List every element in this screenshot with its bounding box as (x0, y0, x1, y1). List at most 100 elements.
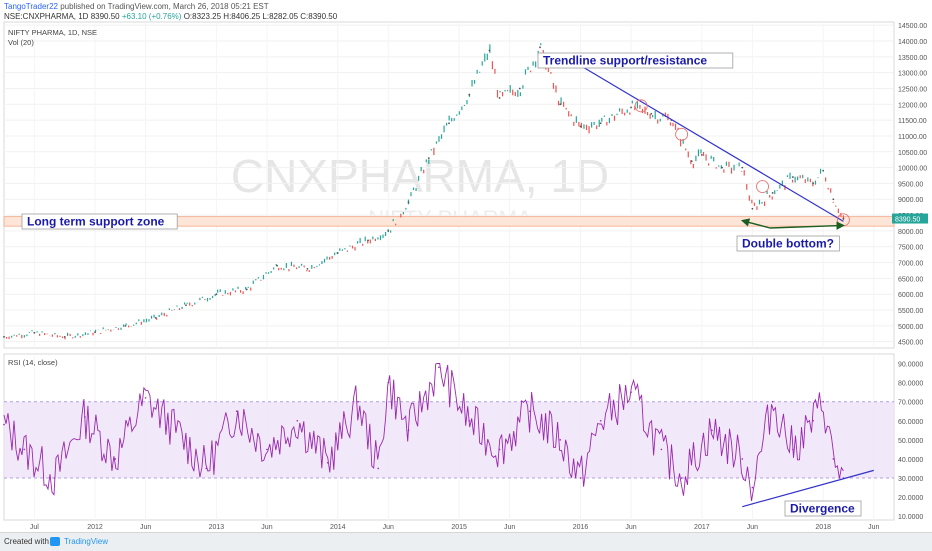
price-point (245, 288, 248, 291)
x-tick-label: Jun (868, 524, 879, 531)
support-annotation-label: Long term support zone (27, 215, 165, 229)
rsi-point (498, 448, 501, 451)
touch-circle (675, 127, 689, 141)
price-point (124, 324, 127, 327)
rsi-line (3, 363, 844, 501)
price-tick-label: 4500.00 (898, 340, 923, 347)
rsi-label: RSI (14, close) (8, 358, 58, 367)
rsi-point (205, 467, 208, 470)
rsi-point (822, 400, 825, 403)
volume-label: Vol (20) (8, 38, 34, 47)
price-tick-label: 12000.00 (898, 102, 927, 109)
price-tick-label: 6500.00 (898, 276, 923, 283)
price-point (812, 182, 814, 185)
rsi-point (357, 400, 359, 403)
price-point (387, 229, 390, 232)
price-point (650, 112, 653, 115)
rsi-point (660, 448, 663, 451)
rsi-point (175, 429, 177, 432)
price-point (63, 336, 66, 338)
rsi-point (812, 419, 814, 422)
price-point (33, 331, 36, 334)
chart-area[interactable]: CNXPHARMA, 1DNIFTY PHARMA14500.0014000.0… (0, 0, 932, 532)
double-bottom-annotation-box-bg (736, 235, 840, 252)
x-tick-label: 2017 (694, 524, 710, 531)
price-point (3, 336, 5, 338)
double-bottom-arrow (769, 221, 845, 230)
price-point (498, 97, 501, 99)
x-tick-label: 2014 (330, 524, 346, 531)
last-price-badge (892, 213, 928, 224)
rsi-point (266, 448, 268, 451)
x-tick-label: 2013 (209, 524, 225, 531)
divergence-annotation-box-bg (784, 500, 862, 517)
rsi-tick-label: 30.0000 (898, 476, 923, 483)
rsi-point (579, 477, 582, 479)
created-with-text: Created with (4, 537, 49, 546)
double-bottom-annotation-box: Double bottom? (736, 235, 840, 252)
price-tick-label: 9500.00 (898, 181, 923, 188)
tradingview-link[interactable]: TradingView (64, 537, 109, 546)
rsi-point (23, 448, 26, 451)
rsi-point (599, 419, 602, 422)
ohlc-values: O:8323.25 H:8406.25 L:8282.05 C:8390.50 (183, 12, 338, 21)
price-tick-label: 5500.00 (898, 308, 923, 315)
price-point (448, 122, 450, 125)
price-point (559, 103, 562, 106)
price-point (599, 122, 602, 125)
price-point (690, 160, 693, 163)
price-tick-label: 9000.00 (898, 197, 923, 204)
support-annotation-box-bg (21, 213, 178, 230)
x-tick-label: 2016 (573, 524, 589, 531)
rsi-point (680, 477, 683, 479)
price-point (741, 166, 744, 169)
x-tick-label: Jun (140, 524, 151, 531)
x-tick-label: Jun (383, 524, 394, 531)
price-point (276, 264, 278, 267)
price-point (842, 217, 845, 220)
price-tick-label: 6000.00 (898, 292, 923, 299)
price-tick-label: 11500.00 (898, 118, 927, 125)
price-point (791, 176, 794, 178)
trendline-annotation-box-bg (537, 52, 734, 69)
price-tick-label: 11000.00 (898, 134, 927, 141)
price-tick-label: 13500.00 (898, 55, 927, 62)
watermark-symbol: CNXPHARMA, 1D (231, 150, 609, 202)
rsi-point (832, 458, 835, 460)
price-tick-label: 10000.00 (898, 166, 927, 173)
price-point (427, 157, 430, 159)
main-pane-title: NIFTY PHARMA, 1D, NSE (8, 28, 98, 37)
rsi-point (751, 486, 754, 489)
rsi-tick-label: 60.0000 (898, 419, 923, 426)
rsi-point (387, 381, 390, 384)
price-point (488, 49, 491, 52)
price-point (306, 267, 309, 270)
trendline-annotation-label: Trendline support/resistance (543, 54, 707, 68)
rsi-point (296, 419, 299, 422)
price-point (407, 201, 410, 204)
rsi-point (84, 416, 86, 418)
rsi-point (407, 429, 410, 432)
rsi-tick-label: 70.0000 (898, 400, 923, 407)
price-point (367, 239, 369, 242)
divergence-annotation-box: Divergence (784, 500, 862, 517)
trendline-annotation-box: Trendline support/resistance (537, 52, 734, 69)
rsi-point (235, 410, 238, 413)
price-point (539, 46, 541, 49)
support-annotation-box: Long term support zone (21, 213, 178, 230)
rsi-point (711, 429, 713, 432)
price-point (822, 169, 825, 172)
rsi-point (792, 448, 794, 451)
price-tick-label: 12500.00 (898, 86, 927, 93)
x-tick-label: Jun (625, 524, 636, 531)
rsi-point (114, 458, 117, 460)
trendline (559, 53, 844, 222)
rsi-point (438, 366, 440, 369)
price-point (518, 87, 521, 90)
x-tick-label: Jul (30, 524, 39, 531)
price-point (630, 106, 632, 109)
author-link[interactable]: TangoTrader22 (4, 2, 58, 11)
x-tick-label: Jun (504, 524, 515, 531)
price-tick-label: 10500.00 (898, 150, 927, 157)
price-point (468, 93, 471, 96)
